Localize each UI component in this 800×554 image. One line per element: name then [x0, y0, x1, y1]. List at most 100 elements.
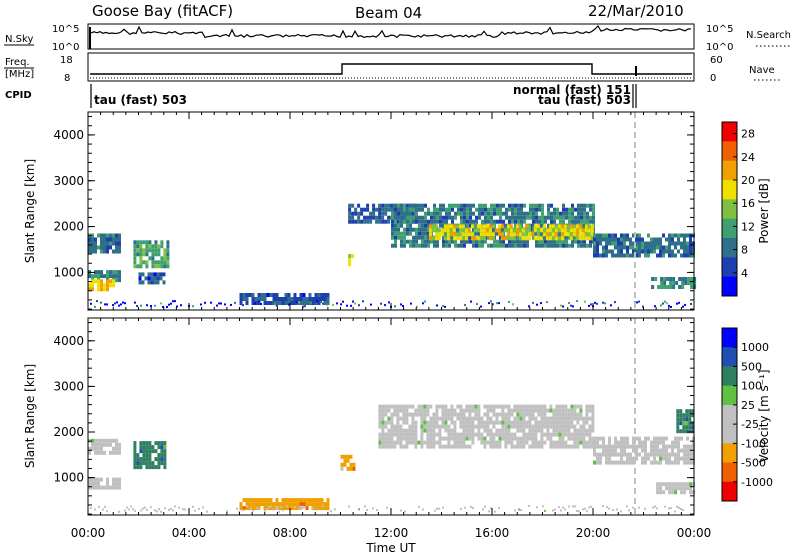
data-cell [151, 445, 155, 450]
ground-scatter-cell [104, 303, 106, 306]
data-cell [584, 236, 588, 241]
data-cell [596, 237, 599, 242]
data-cell [632, 249, 635, 254]
data-cell [415, 231, 418, 236]
data-cell [157, 465, 161, 470]
data-cell [384, 203, 388, 208]
data-cell [662, 436, 665, 441]
data-cell [115, 485, 118, 490]
data-cell [115, 245, 118, 250]
data-cell [133, 449, 137, 454]
data-cell [437, 228, 441, 233]
data-cell [275, 301, 279, 305]
data-cell [402, 444, 406, 449]
data-cell [463, 243, 466, 248]
data-cell [677, 486, 681, 491]
data-cell [586, 203, 589, 208]
freq-left-label-1: Freq. [5, 57, 30, 68]
data-cell [668, 452, 671, 457]
data-cell [136, 465, 140, 470]
data-cell [281, 502, 285, 507]
data-cell [493, 239, 496, 244]
data-cell [617, 444, 620, 449]
colorbar-swatch [722, 404, 737, 425]
data-cell [384, 408, 388, 413]
data-cell [142, 449, 146, 454]
data-cell [559, 215, 562, 220]
data-cell [591, 428, 595, 433]
data-cell [620, 440, 623, 445]
data-cell [555, 428, 559, 433]
data-cell [451, 203, 454, 208]
data-cell [668, 241, 671, 246]
data-cell [281, 297, 285, 301]
data-cell [676, 429, 680, 434]
colorbar-swatch [722, 122, 737, 142]
data-cell [91, 241, 94, 246]
data-cell [567, 408, 571, 413]
data-cell [97, 481, 100, 486]
ground-scatter-cell [588, 506, 590, 509]
data-cell [519, 404, 523, 409]
ground-scatter-cell [682, 509, 684, 512]
data-cell [272, 502, 276, 507]
data-cell [517, 207, 520, 212]
data-cell [522, 416, 526, 421]
data-cell [678, 277, 682, 281]
data-cell [504, 404, 508, 409]
data-cell [142, 240, 146, 245]
data-cell [415, 203, 418, 208]
data-cell [471, 408, 475, 413]
data-cell [97, 446, 100, 451]
data-cell [611, 237, 614, 242]
data-cell [541, 223, 544, 228]
data-cell [549, 440, 553, 445]
data-cell [662, 440, 665, 445]
data-cell [415, 207, 418, 212]
data-cell [430, 211, 433, 216]
data-cell [469, 219, 472, 224]
data-cell [679, 413, 683, 418]
data-cell [501, 436, 505, 441]
data-cell [293, 293, 297, 297]
power-data-cells [88, 203, 697, 308]
data-cell [583, 207, 586, 212]
data-cell [415, 215, 418, 220]
data-cell [504, 420, 508, 425]
data-cell [557, 236, 561, 241]
data-cell [474, 404, 478, 409]
data-cell [468, 444, 472, 449]
data-cell [432, 432, 436, 437]
data-cell [623, 253, 626, 258]
data-cell [577, 211, 580, 216]
data-cell [348, 262, 352, 267]
data-cell [489, 440, 493, 445]
data-cell [568, 235, 571, 240]
data-cell [496, 239, 499, 244]
data-cell [420, 424, 424, 429]
data-cell [683, 486, 687, 491]
data-cell [157, 457, 161, 462]
data-cell [139, 260, 143, 265]
data-cell [662, 452, 665, 457]
ground-scatter-cell [358, 304, 360, 307]
ground-scatter-cell [384, 304, 386, 307]
data-cell [460, 239, 463, 244]
data-cell [533, 236, 537, 241]
data-cell [450, 428, 454, 433]
data-cell [449, 224, 453, 229]
data-cell [272, 297, 276, 301]
data-cell [475, 231, 478, 236]
data-cell [555, 444, 559, 449]
data-cell [582, 424, 586, 429]
data-cell [505, 243, 508, 248]
data-cell [166, 252, 170, 257]
data-cell [351, 203, 355, 208]
data-cell [420, 416, 424, 421]
data-cell [387, 436, 391, 441]
data-cell [94, 446, 97, 451]
data-cell [440, 232, 444, 237]
data-cell [251, 498, 255, 503]
data-cell [583, 219, 586, 224]
data-cell [567, 424, 571, 429]
